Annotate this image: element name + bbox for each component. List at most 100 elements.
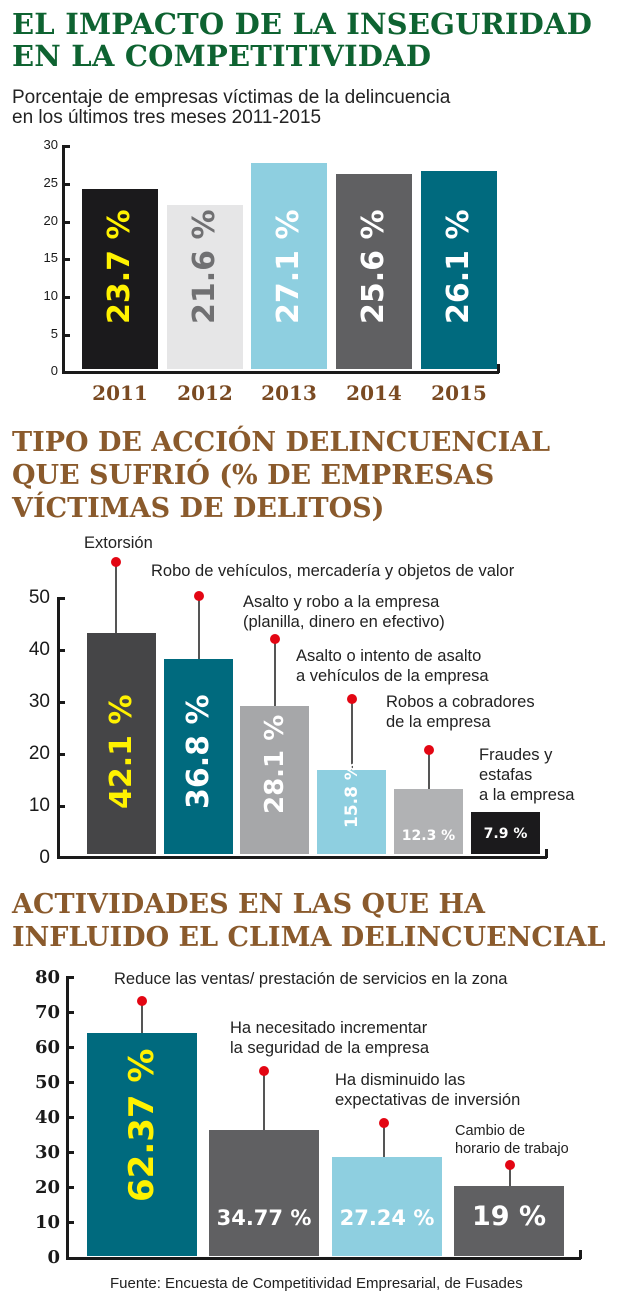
y-tick [62,296,70,299]
marker-stem [115,563,117,633]
y-tick-label: 0 [39,847,50,868]
section3-title-line-1: ACTIVIDADES EN LAS QUE HA [12,889,485,920]
y-tick [57,701,65,704]
marker-dot [270,634,280,644]
y-tick-label: 30 [28,691,50,712]
category-label-line-2: de la empresa [386,713,491,731]
category-label-line-1: Asalto y robo a la empresa [243,593,440,611]
y-tick-label: 0 [47,1247,60,1268]
category-label: Reduce las ventas/ prestación de servici… [114,970,508,988]
y-tick [62,221,70,224]
marker-stem [428,752,430,789]
y-tick-label: 30 [43,137,58,152]
y-tick [57,753,65,756]
source-note: Fuente: Encuesta de Competitividad Empre… [110,1275,523,1292]
bar-expectativas-inversion: 27.24 % [332,1157,442,1256]
marker-stem [351,700,353,770]
y-tick-label: 5 [50,326,58,341]
category-label-line-1: Ha necesitado incrementar [230,1019,428,1037]
y-tick-label: 10 [28,795,50,816]
marker-stem [263,1073,265,1131]
y-tick-label: 20 [28,743,50,764]
bar-reduce-ventas: 62.37 % [87,1033,197,1256]
y-tick-label: 10 [43,288,58,303]
y-tick-label: 25 [43,175,58,190]
section3-title: ACTIVIDADES EN LAS QUE HA INFLUIDO EL CL… [12,888,605,954]
category-label-line-1: Fraudes y [479,746,553,764]
category-label-line-2: expectativas de inversión [335,1091,521,1109]
y-tick [62,183,70,186]
bar-value-label: 19 % [471,1201,547,1232]
subtitle-line-1: Porcentaje de empresas víctimas de la de… [12,87,451,108]
y-tick-label: 20 [43,213,58,228]
y-tick [66,1046,74,1049]
x-axis [57,856,547,859]
category-label-line-1: Cambio de [455,1123,526,1139]
y-tick [66,1221,74,1224]
main-title: EL IMPACTO DE LA INSEGURIDAD EN LA COMPE… [12,8,592,72]
bar-value-label: 62.37 % [122,1048,162,1202]
bar-asalto-vehiculos: 15.8 % [317,763,386,854]
bar-robo-vehiculos: 36.8 % [164,659,233,854]
category-label: Robo de vehículos, mercadería y objetos … [151,562,515,580]
category-label-line-1: Ha disminuido las [335,1071,466,1089]
category-label-line-3: a la empresa [479,786,575,804]
x-label-2012: 2012 [177,381,233,405]
chart-victims-by-year: 30 25 20 15 10 5 0 23.7 % 21.6 % 27.1 % … [0,0,627,420]
section3-title-line-2: INFLUIDO EL CLIMA DELINCUENCIAL [12,922,606,953]
subtitle-line-2: en los últimos tres meses 2011-2015 [12,107,322,128]
bar-2014: 25.6 % [336,174,412,369]
marker-dot [424,745,434,755]
marker-stem [274,640,276,706]
chart-crime-types: 50 40 30 20 10 0 Extorsión Robo de vehíc… [28,534,575,868]
bar-asalto-empresa: 28.1 % [240,706,309,854]
y-tick [66,1186,74,1189]
bar-fraudes: 7.9 % [471,812,540,854]
marker-dot [137,996,147,1006]
y-tick [66,1116,74,1119]
y-tick-label: 40 [34,1107,60,1128]
y-tick [62,258,70,261]
y-tick [66,1151,74,1154]
y-tick-label: 15 [43,250,58,265]
marker-dot [194,591,204,601]
section2-title-line-2: QUE SUFRIÓ (% DE EMPRESAS [12,460,495,491]
y-axis [57,597,60,859]
x-axis-end-tick [497,364,500,373]
marker-dot [379,1118,389,1128]
category-label-line-2: horario de trabajo [455,1141,569,1157]
category-label-line-2: la seguridad de la empresa [230,1039,430,1057]
bar-2011: 23.7 % [82,189,158,369]
marker-dot [259,1066,269,1076]
main-title-line-2: EN LA COMPETITIVIDAD [12,39,432,73]
bar-extorsion: 42.1 % [87,633,156,854]
marker-stem [198,597,200,659]
bar-value-label: 7.9 % [483,826,528,842]
y-tick-label: 80 [34,967,60,988]
x-label-2014: 2014 [346,381,402,405]
bar-value-label: 27.24 % [339,1206,435,1230]
category-label: Extorsión [84,534,153,552]
y-tick [57,597,65,600]
marker-stem [141,1003,143,1035]
bar-value-label: 34.77 % [216,1206,312,1230]
y-tick-label: 0 [50,363,58,378]
y-tick [57,649,65,652]
y-tick-label: 20 [34,1177,60,1198]
x-label-2013: 2013 [261,381,317,405]
marker-dot [505,1160,515,1170]
y-tick-label: 50 [28,587,50,608]
category-label-line-1: Asalto o intento de asalto [296,647,482,665]
category-label-line-2: (planilla, dinero en efectivo) [243,613,445,631]
bar-robos-cobradores: 12.3 % [394,789,463,854]
y-tick [62,334,70,337]
x-label-2011: 2011 [92,381,148,405]
x-axis-end-tick [579,1250,582,1259]
marker-stem [383,1125,385,1158]
x-axis [66,1257,581,1260]
y-tick [66,976,74,979]
bar-cambio-horario: 19 % [454,1186,564,1256]
y-tick-label: 60 [34,1037,60,1058]
bar-2012: 21.6 % [167,205,243,369]
